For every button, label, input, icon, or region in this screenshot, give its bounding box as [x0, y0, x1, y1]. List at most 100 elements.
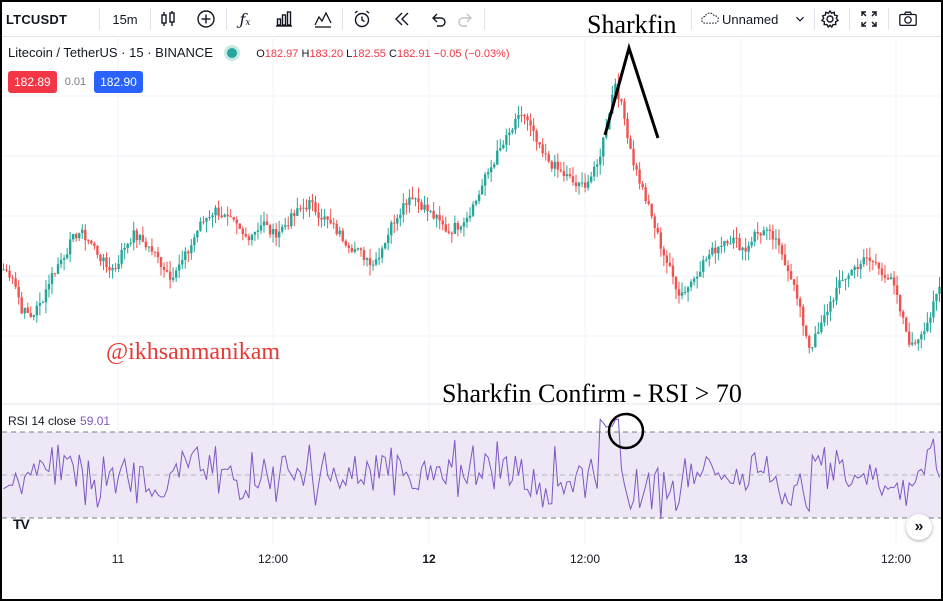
candle-body	[483, 174, 487, 186]
candle-body	[11, 277, 14, 279]
candle-body	[156, 251, 160, 258]
candle-body	[256, 230, 260, 232]
templates-icon[interactable]	[309, 2, 337, 36]
candle-body	[459, 226, 463, 230]
candle-body	[114, 267, 117, 270]
candle-body	[901, 311, 905, 318]
candle-body	[353, 249, 357, 252]
candle-body	[496, 150, 499, 165]
candle-body	[538, 142, 541, 145]
candle-body	[247, 236, 251, 241]
redo-icon[interactable]	[453, 2, 479, 36]
candle-body	[350, 248, 354, 252]
candle-body	[405, 203, 408, 206]
candle-body	[808, 336, 811, 348]
candle-body	[886, 277, 890, 280]
candle-body	[668, 262, 672, 266]
candle-body	[205, 217, 208, 222]
candle-body	[514, 119, 517, 130]
candle-body	[338, 230, 341, 235]
candle-body	[665, 255, 669, 263]
candle-body	[683, 291, 687, 293]
candle-body	[535, 130, 538, 143]
candle-body	[874, 262, 878, 264]
snapshot-icon[interactable]	[894, 2, 922, 36]
candle-body	[471, 204, 475, 216]
candle-body	[280, 226, 284, 232]
candle-body	[432, 210, 435, 219]
candles-icon[interactable]	[154, 2, 182, 36]
candle-body	[50, 273, 54, 285]
symbol-search-button[interactable]: LTCUSDT	[6, 11, 68, 27]
candle-body	[635, 165, 638, 170]
candle-body	[253, 231, 257, 235]
candle-body	[393, 222, 396, 224]
candle-body	[326, 216, 329, 220]
candle-body	[680, 292, 684, 296]
layout-name-label[interactable]: Unnamed	[722, 11, 779, 27]
candle-body	[399, 214, 402, 219]
replay-icon[interactable]	[387, 2, 417, 36]
bar-chart-icon[interactable]	[270, 2, 298, 36]
scroll-to-realtime-button[interactable]: »	[906, 514, 932, 540]
toolbar-divider	[150, 8, 151, 30]
candle-body	[217, 207, 220, 216]
candle-body	[556, 161, 560, 170]
toolbar-divider	[691, 8, 692, 30]
candle-body	[877, 263, 881, 269]
undo-icon[interactable]	[425, 2, 451, 36]
candle-body	[390, 222, 393, 236]
candle-body	[659, 232, 663, 249]
candle-body	[823, 315, 826, 323]
time-axis-label: 12	[422, 552, 436, 566]
time-axis-label: 12:00	[569, 552, 601, 566]
cloud-icon[interactable]	[697, 2, 723, 36]
candle-body	[168, 271, 172, 280]
candle-body	[26, 307, 29, 313]
candle-body	[75, 233, 78, 239]
price-chart-area[interactable]	[2, 36, 941, 566]
sell-button[interactable]: 182.89	[8, 71, 57, 93]
candle-body	[17, 286, 20, 298]
candle-body	[468, 215, 472, 218]
candle-body	[435, 214, 438, 219]
chevron-down-icon[interactable]	[790, 2, 810, 36]
candle-body	[477, 194, 481, 201]
candle-body	[762, 230, 766, 236]
candle-body	[747, 245, 750, 252]
candle-body	[44, 289, 48, 303]
candle-body	[862, 257, 865, 265]
settings-icon[interactable]	[817, 2, 843, 36]
candle-body	[341, 230, 344, 241]
candle-body	[196, 230, 199, 238]
candle-body	[184, 251, 187, 261]
toolbar-divider	[342, 8, 343, 30]
candle-body	[889, 277, 893, 280]
candle-body	[771, 231, 775, 240]
candle-body	[347, 245, 351, 249]
candle-body	[20, 297, 23, 314]
candle-body	[153, 251, 157, 253]
candle-body	[387, 235, 390, 244]
add-compare-icon[interactable]	[192, 2, 220, 36]
symbol-title: Litecoin / TetherUS · 15 · BINANCE	[8, 45, 213, 60]
candle-body	[923, 331, 926, 335]
candle-body	[229, 216, 232, 218]
alert-icon[interactable]	[347, 2, 377, 36]
candle-body	[898, 294, 902, 312]
candle-body	[29, 312, 32, 317]
toolbar-divider	[814, 8, 815, 30]
candle-body	[465, 217, 469, 223]
candle-body	[865, 257, 868, 259]
candle-body	[826, 311, 829, 316]
candle-body	[938, 286, 941, 294]
fullscreen-icon[interactable]	[856, 2, 882, 36]
interval-button[interactable]: 15m	[112, 11, 138, 27]
candle-body	[662, 248, 666, 256]
tradingview-logo[interactable]: TV	[13, 516, 30, 532]
buy-button[interactable]: 182.90	[94, 71, 143, 93]
candle-body	[323, 216, 326, 220]
candle-body	[647, 201, 650, 204]
candle-body	[265, 221, 269, 226]
